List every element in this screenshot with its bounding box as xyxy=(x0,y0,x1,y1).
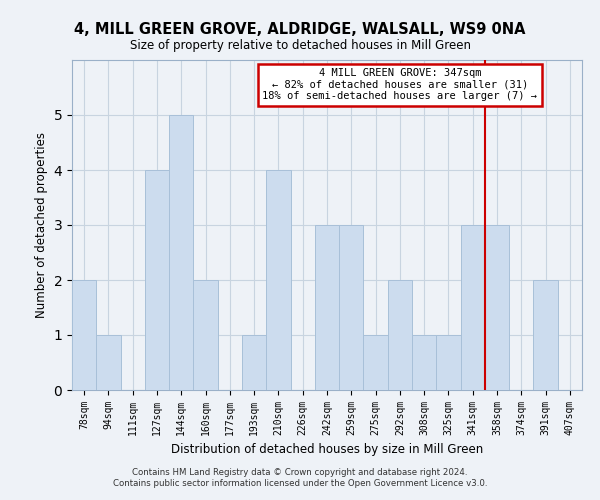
Bar xyxy=(145,170,169,390)
Text: 4 MILL GREEN GROVE: 347sqm
← 82% of detached houses are smaller (31)
18% of semi: 4 MILL GREEN GROVE: 347sqm ← 82% of deta… xyxy=(262,68,538,102)
Bar xyxy=(266,170,290,390)
Bar xyxy=(169,115,193,390)
Bar xyxy=(242,335,266,390)
Bar xyxy=(364,335,388,390)
Bar xyxy=(485,225,509,390)
Text: Contains HM Land Registry data © Crown copyright and database right 2024.
Contai: Contains HM Land Registry data © Crown c… xyxy=(113,468,487,487)
Bar xyxy=(436,335,461,390)
Bar xyxy=(72,280,96,390)
Bar xyxy=(193,280,218,390)
X-axis label: Distribution of detached houses by size in Mill Green: Distribution of detached houses by size … xyxy=(171,444,483,456)
Bar xyxy=(461,225,485,390)
Bar xyxy=(388,280,412,390)
Bar xyxy=(533,280,558,390)
Bar xyxy=(339,225,364,390)
Text: Size of property relative to detached houses in Mill Green: Size of property relative to detached ho… xyxy=(130,39,470,52)
Bar xyxy=(412,335,436,390)
Text: 4, MILL GREEN GROVE, ALDRIDGE, WALSALL, WS9 0NA: 4, MILL GREEN GROVE, ALDRIDGE, WALSALL, … xyxy=(74,22,526,38)
Y-axis label: Number of detached properties: Number of detached properties xyxy=(35,132,48,318)
Bar xyxy=(96,335,121,390)
Bar xyxy=(315,225,339,390)
